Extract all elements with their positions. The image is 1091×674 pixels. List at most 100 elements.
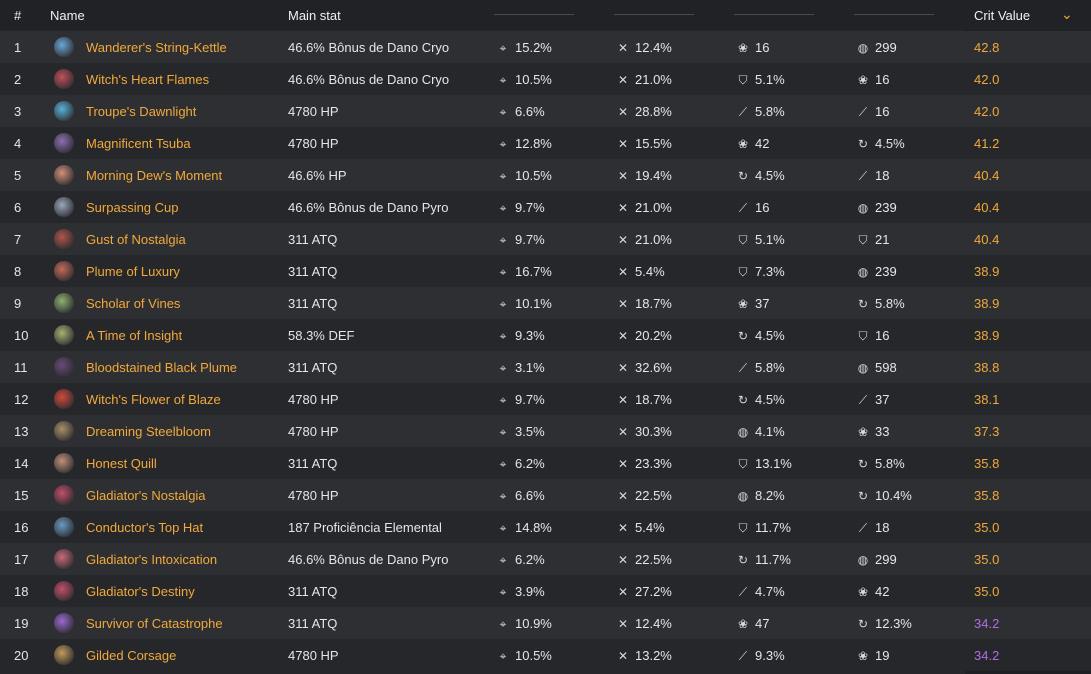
artifact-name-link[interactable]: Gladiator's Nostalgia [86, 488, 206, 503]
substat-value: 12.8% [515, 136, 552, 151]
crit-rate-icon: ⌖ [499, 104, 507, 119]
crit-rate-icon: ⌖ [499, 296, 507, 311]
table-row[interactable]: 14 Honest Quill 311 ATQ ⌖ 6.2% ✕ 23.3% ⛉ 13.1% ↻ 5… [0, 447, 1091, 479]
artifact-icon [54, 389, 74, 409]
artifact-name-link[interactable]: Bloodstained Black Plume [86, 360, 238, 375]
energy-recharge-icon: ↻ [857, 136, 869, 151]
table-row[interactable]: 18 Gladiator's Destiny 311 ATQ ⌖ 3.9% ✕ 27.2% ⟋… [0, 575, 1091, 607]
table-row[interactable]: 10 A Time of Insight 58.3% DEF ⌖ 9.3% ✕ 20.2% ↻… [0, 319, 1091, 351]
artifact-name-link[interactable]: Morning Dew's Moment [86, 168, 223, 183]
artifact-icon [54, 485, 74, 505]
artifact-name-link[interactable]: Gladiator's Destiny [86, 584, 195, 599]
artifact-name-link[interactable]: Surpassing Cup [86, 200, 179, 215]
artifact-name-link[interactable]: Plume of Luxury [86, 264, 180, 279]
artifact-name-link[interactable]: Scholar of Vines [86, 296, 181, 311]
crit-value: 35.0 [974, 520, 1000, 535]
substat-3: ⛉ 7.3% [736, 264, 784, 279]
substat-value: 15.2% [515, 40, 552, 55]
artifact-name-link[interactable]: Gilded Corsage [86, 648, 177, 663]
substat-value: 16 [875, 328, 890, 343]
artifact-name-link[interactable]: Dreaming Steelbloom [86, 424, 212, 439]
substat-value: 21.0% [635, 200, 672, 215]
substat-value: 16.7% [515, 264, 552, 279]
crit-rate-icon: ⌖ [499, 232, 507, 247]
substat-1: ⌖ 6.2% [496, 552, 545, 567]
table-row[interactable]: 17 Gladiator's Intoxication 46.6% Bônus de… [0, 543, 1091, 575]
header-main-stat[interactable]: Main stat [288, 8, 341, 23]
table-row[interactable]: 12 Witch's Flower of Blaze 4780 HP ⌖ 9.7% ✕ 18… [0, 383, 1091, 415]
substat-value: 4.1% [755, 424, 785, 439]
hp-icon: ◍ [857, 552, 869, 567]
table-row[interactable]: 7 Gust of Nostalgia 311 ATQ ⌖ 9.7% ✕ 21.0% ⛉ 5.1… [0, 223, 1091, 255]
artifact-icon [54, 453, 74, 473]
atk-icon: ⟋ [738, 104, 748, 119]
substat-3: ↻ 4.5% [736, 168, 785, 183]
main-stat: 46.6% Bônus de Dano Pyro [288, 552, 449, 567]
substat-3: ⛉ 5.1% [736, 72, 784, 87]
artifact-name-link[interactable]: Survivor of Catastrophe [86, 616, 223, 631]
table-row[interactable]: 6 Surpassing Cup 46.6% Bônus de Dano Pyro ⌖… [0, 191, 1091, 223]
crit-value: 35.0 [974, 584, 1000, 599]
substat-2: ✕ 23.3% [616, 456, 672, 471]
crit-value: 35.8 [974, 488, 1000, 503]
substat-value: 13.1% [755, 456, 792, 471]
substat-4: ↻ 5.8% [856, 296, 905, 311]
table-row[interactable]: 9 Scholar of Vines 311 ATQ ⌖ 10.1% ✕ 18.7% ❀ 37 ↻… [0, 287, 1091, 319]
artifact-name-link[interactable]: A Time of Insight [86, 328, 183, 343]
substat-1: ⌖ 9.7% [496, 392, 545, 407]
table-row[interactable]: 2 Witch's Heart Flames 46.6% Bônus de Dano… [0, 63, 1091, 95]
header-name[interactable]: Name [50, 8, 85, 23]
chevron-down-icon[interactable]: ⌄ [1061, 6, 1073, 22]
substat-value: 21.0% [635, 72, 672, 87]
substat-3: ❀ 37 [736, 296, 770, 311]
substat-3: ⛉ 11.7% [736, 520, 790, 535]
table-row[interactable]: 15 Gladiator's Nostalgia 4780 HP ⌖ 6.6% ✕ 22.5… [0, 479, 1091, 511]
artifact-name-link[interactable]: Gust of Nostalgia [86, 232, 186, 247]
artifact-icon [54, 229, 74, 249]
substat-4: ❀ 19 [856, 648, 890, 663]
artifact-name-link[interactable]: Witch's Flower of Blaze [86, 392, 221, 407]
hp-icon: ◍ [857, 40, 869, 55]
table-row[interactable]: 19 Survivor of Catastrophe 311 ATQ ⌖ 10.9% ✕ 1… [0, 607, 1091, 639]
artifact-name-link[interactable]: Wanderer's String-Kettle [86, 40, 227, 55]
substat-value: 5.8% [755, 104, 785, 119]
header-substat-4[interactable] [854, 14, 934, 15]
header-crit-value[interactable]: Crit Value [974, 8, 1031, 23]
table-row[interactable]: 4 Magnificent Tsuba 4780 HP ⌖ 12.8% ✕ 15.5% ❀ 42… [0, 127, 1091, 159]
artifact-name-link[interactable]: Magnificent Tsuba [86, 136, 191, 151]
elemental-mastery-icon: ❀ [857, 584, 869, 599]
row-index: 8 [14, 264, 22, 279]
artifact-name-link[interactable]: Honest Quill [86, 456, 157, 471]
artifact-name-link[interactable]: Conductor's Top Hat [86, 520, 204, 535]
substat-value: 4.7% [755, 584, 785, 599]
header-substat-1[interactable] [494, 14, 574, 15]
artifact-name-link[interactable]: Troupe's Dawnlight [86, 104, 197, 119]
main-stat: 311 ATQ [288, 584, 338, 599]
artifact-name-link[interactable]: Gladiator's Intoxication [86, 552, 218, 567]
crit-dmg-icon: ✕ [617, 328, 629, 343]
table-row[interactable]: 13 Dreaming Steelbloom 4780 HP ⌖ 3.5% ✕ 30.3% ◍… [0, 415, 1091, 447]
table-header: # Name Main stat Crit Value ⌄ [0, 0, 1091, 30]
substat-value: 10.9% [515, 616, 552, 631]
artifact-name-link[interactable]: Witch's Heart Flames [86, 72, 210, 87]
table-row[interactable]: 11 Bloodstained Black Plume 311 ATQ ⌖ 3.1% ✕ 3… [0, 351, 1091, 383]
table-row[interactable]: 5 Morning Dew's Moment 46.6% HP ⌖ 10.5% ✕ 19.4… [0, 159, 1091, 191]
table-row[interactable]: 20 Gilded Corsage 4780 HP ⌖ 10.5% ✕ 13.2% ⟋ 9.3%… [0, 639, 1091, 671]
artifact-icon [54, 261, 74, 281]
main-stat: 46.6% HP [288, 168, 347, 183]
artifact-icon [54, 517, 74, 537]
table-row[interactable]: 8 Plume of Luxury 311 ATQ ⌖ 16.7% ✕ 5.4% ⛉ 7.3% ◍… [0, 255, 1091, 287]
header-num[interactable]: # [14, 8, 22, 23]
header-substat-3[interactable] [734, 14, 814, 15]
substat-3: ⟋ 9.3% [736, 648, 785, 663]
substat-value: 16 [755, 200, 770, 215]
crit-dmg-icon: ✕ [617, 296, 629, 311]
table-row[interactable]: 1 Wanderer's String-Kettle 46.6% Bônus de … [0, 31, 1091, 63]
atk-icon: ⟋ [738, 200, 748, 215]
def-icon: ⛉ [738, 456, 748, 471]
header-substat-2[interactable] [614, 14, 694, 15]
substat-value: 10.1% [515, 296, 552, 311]
table-row[interactable]: 3 Troupe's Dawnlight 4780 HP ⌖ 6.6% ✕ 28.8% ⟋ 5.… [0, 95, 1091, 127]
table-row[interactable]: 16 Conductor's Top Hat 187 Proficiência El… [0, 511, 1091, 543]
